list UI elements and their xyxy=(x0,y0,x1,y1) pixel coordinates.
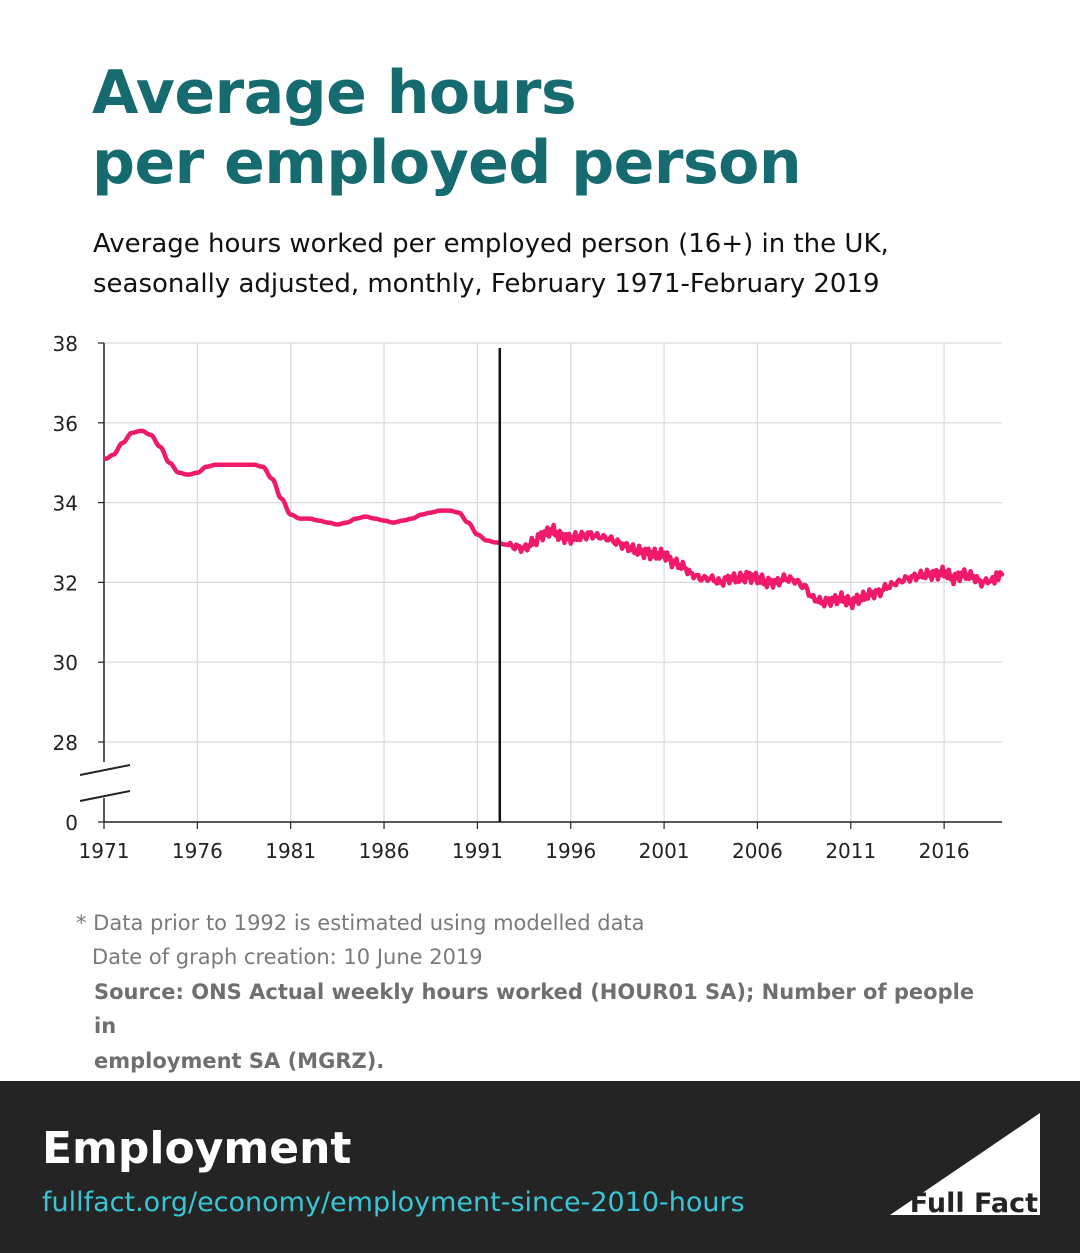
x-tick-label: 1996 xyxy=(545,839,596,863)
footer-bar: Employment fullfact.org/economy/employme… xyxy=(0,1081,1080,1253)
x-tick-label: 1971 xyxy=(79,839,130,863)
x-tick-label: 1976 xyxy=(172,839,223,863)
y-tick-label: 0 xyxy=(65,811,78,835)
axis-break-mark xyxy=(79,790,131,802)
line-chart: 0 28 30 32 34 36 38 1971 1976 1981 1986 1991 1996 200… xyxy=(53,332,1005,863)
chart-notes: * Data prior to 1992 is estimated using … xyxy=(76,906,996,1078)
source-note-line-1: Source: ONS Actual weekly hours worked (… xyxy=(94,980,975,1038)
y-tick-label: 28 xyxy=(53,731,78,755)
x-tick-label: 2001 xyxy=(639,839,690,863)
y-tick-label: 38 xyxy=(53,332,78,356)
logo-text: Full Fact xyxy=(910,1188,1038,1219)
axis-break-mark xyxy=(79,764,131,776)
axis-break-gap xyxy=(101,762,107,798)
footer-topic: Employment xyxy=(42,1123,352,1174)
chart-title: Average hours per employed person xyxy=(92,58,1032,198)
x-tick-label: 2011 xyxy=(825,839,876,863)
title-line-2: per employed person xyxy=(92,128,802,198)
y-tick-label: 30 xyxy=(53,651,78,675)
title-line-1: Average hours xyxy=(92,58,577,128)
footer-link[interactable]: fullfact.org/economy/employment-since-20… xyxy=(42,1187,745,1218)
source-note-line-2: employment SA (MGRZ). xyxy=(94,1049,385,1073)
subtitle-line-1: Average hours worked per employed person… xyxy=(93,229,889,259)
y-tick-label: 34 xyxy=(53,492,78,516)
full-fact-logo: Full Fact xyxy=(890,1113,1040,1219)
chart-subtitle: Average hours worked per employed person… xyxy=(93,224,1043,304)
creation-date-note: Date of graph creation: 10 June 2019 xyxy=(92,945,483,969)
x-tick-label: 1986 xyxy=(359,839,410,863)
y-tick-label: 32 xyxy=(53,571,78,595)
x-tick-label: 2016 xyxy=(919,839,970,863)
series-line xyxy=(103,428,1005,611)
x-tick-label: 2006 xyxy=(732,839,783,863)
y-tick-label: 36 xyxy=(53,412,78,436)
estimate-note: * Data prior to 1992 is estimated using … xyxy=(76,911,645,935)
x-tick-label: 1991 xyxy=(452,839,503,863)
subtitle-line-2: seasonally adjusted, monthly, February 1… xyxy=(93,269,880,299)
x-tick-label: 1981 xyxy=(265,839,316,863)
